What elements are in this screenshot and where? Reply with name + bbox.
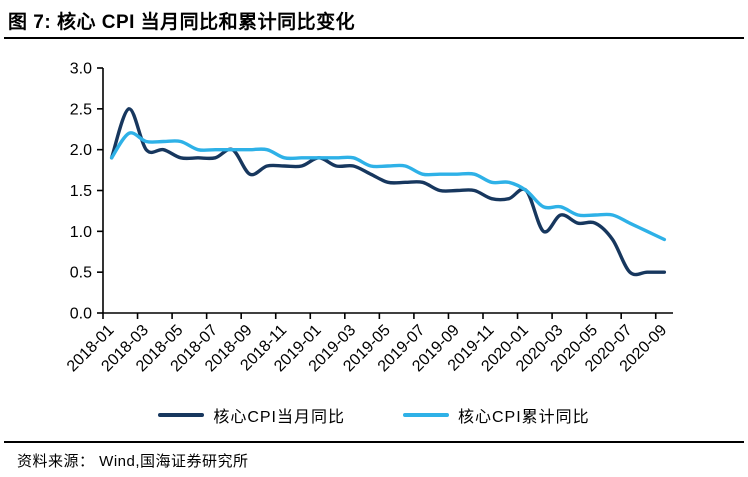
chart-title: 图 7: 核心 CPI 当月同比和累计同比变化	[8, 12, 356, 33]
svg-text:3.0: 3.0	[70, 61, 92, 78]
footer-divider	[4, 441, 744, 443]
svg-text:2.5: 2.5	[70, 101, 92, 118]
svg-text:0.0: 0.0	[70, 306, 92, 323]
svg-text:1.0: 1.0	[70, 224, 92, 241]
legend-label: 核心CPI累计同比	[458, 409, 590, 426]
monthly-yoy-line-swatch	[158, 413, 205, 417]
cumulative-yoy-line-swatch	[403, 413, 449, 417]
legend-item-cumulative-yoy: 核心CPI累计同比	[403, 403, 590, 427]
svg-text:0.5: 0.5	[70, 265, 92, 282]
chart-legend: 核心CPI当月同比 核心CPI累计同比	[0, 403, 748, 427]
title-divider	[4, 37, 744, 39]
svg-text:1.5: 1.5	[70, 183, 92, 200]
legend-label: 核心CPI当月同比	[213, 409, 345, 426]
source-note: 资料来源： Wind,国海证券研究所	[17, 453, 249, 470]
legend-item-monthly-yoy: 核心CPI当月同比	[158, 403, 345, 427]
chart-canvas: 3.02.52.01.51.00.50.02018-012018-032018-…	[64, 61, 673, 375]
svg-text:2.0: 2.0	[70, 142, 92, 159]
